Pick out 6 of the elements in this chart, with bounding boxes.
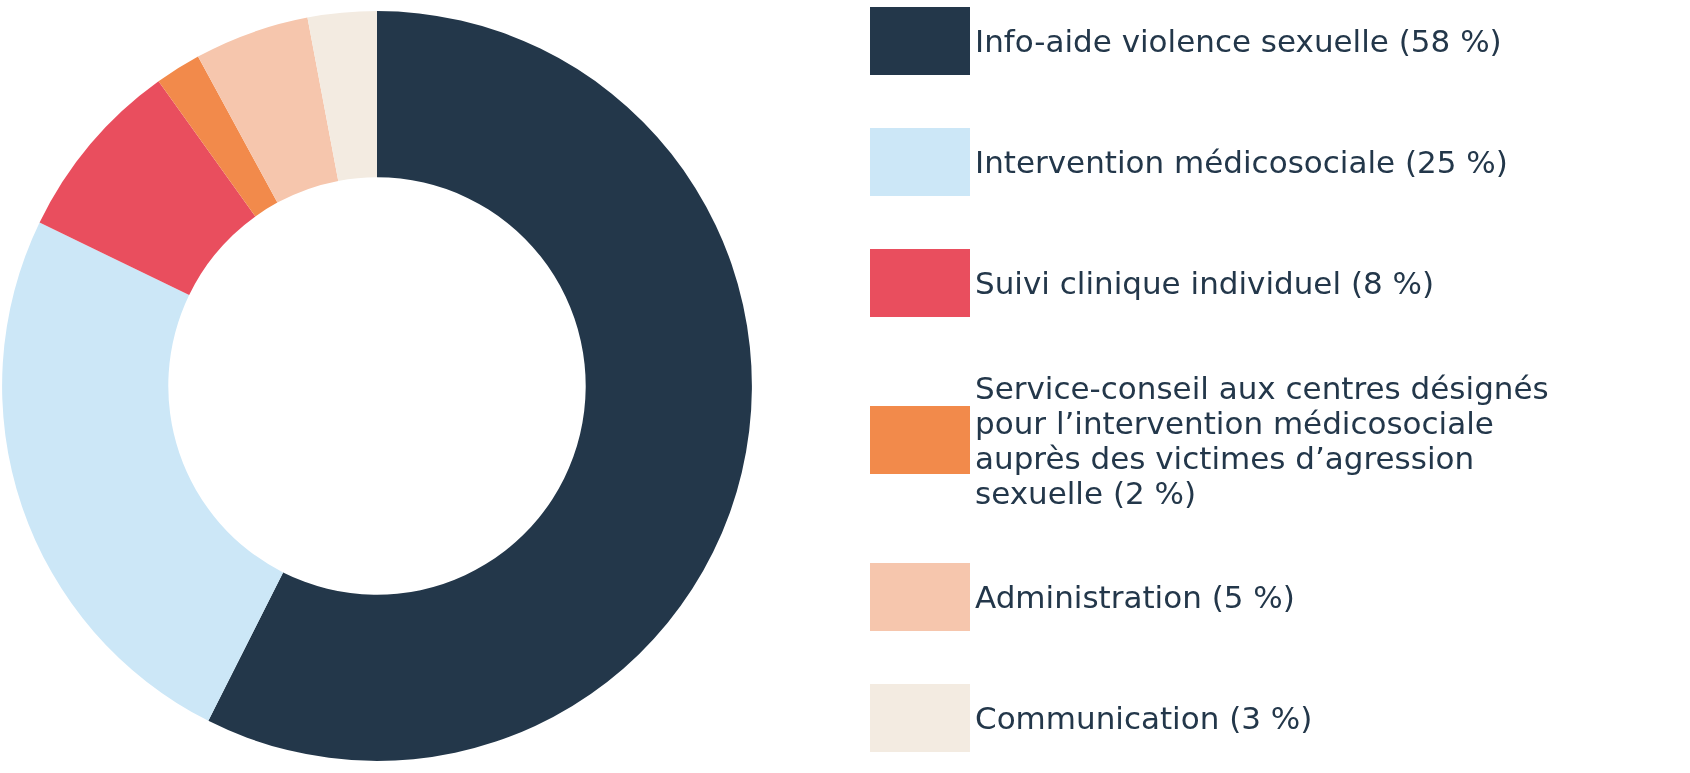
- legend-label: Intervention médicosociale (25 %): [975, 144, 1508, 180]
- legend-label: Communication (3 %): [975, 700, 1313, 736]
- legend-label: Suivi clinique individuel (8 %): [975, 265, 1435, 301]
- legend-label: Administration (5 %): [975, 579, 1295, 615]
- legend-label: Info-aide violence sexuelle (58 %): [975, 23, 1502, 59]
- legend-label: Service-conseil aux centres désignés pour l’intervention médicosociale auprès des victimes d’agression sexuelle (2 %): [975, 369, 1559, 511]
